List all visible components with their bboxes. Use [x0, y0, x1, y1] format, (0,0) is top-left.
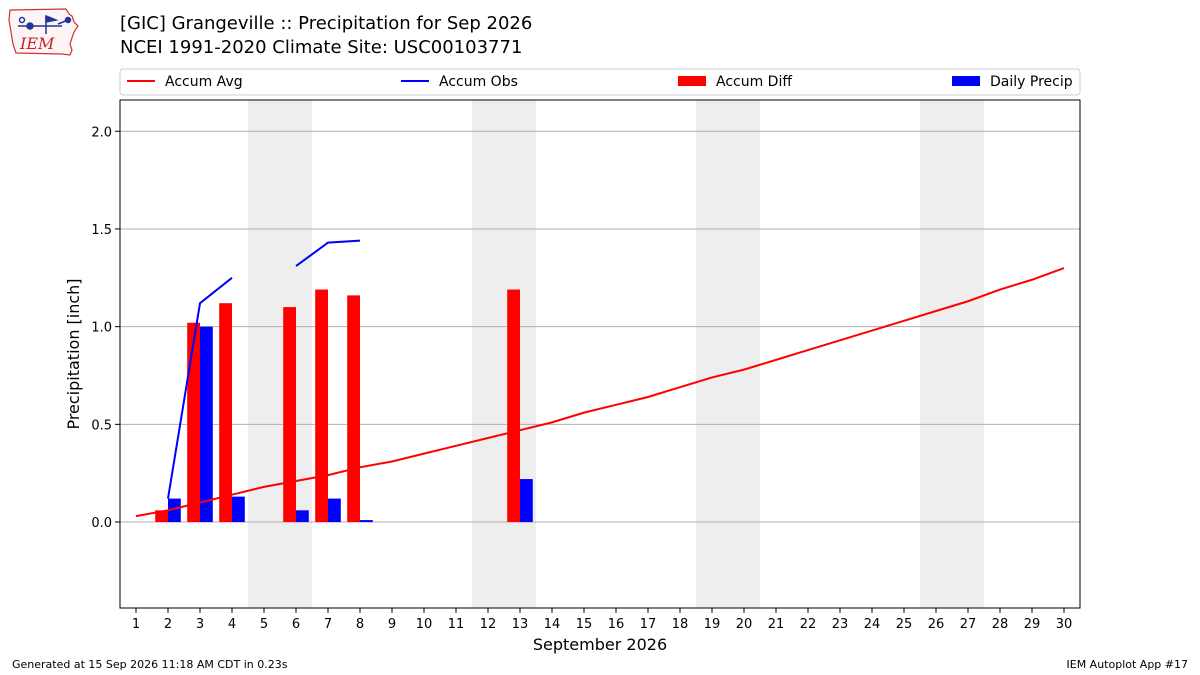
y-tick-label: 1.0	[91, 321, 112, 336]
x-tick-label: 16	[608, 617, 625, 632]
grid-lines	[120, 130, 1080, 523]
x-tick-label: 7	[324, 617, 332, 632]
accum-obs-line	[295, 239, 361, 267]
y-tick-label: 1.5	[91, 223, 112, 238]
x-tick-label: 11	[448, 617, 465, 632]
x-tick-label: 8	[356, 617, 364, 632]
accum-diff-bar	[187, 322, 200, 523]
daily-precip-bar	[296, 510, 309, 523]
x-tick-label: 21	[768, 617, 785, 632]
y-tick-label: 0.0	[91, 516, 112, 531]
y-axis-label: Precipitation [inch]	[64, 278, 83, 429]
weekend-shading	[248, 100, 984, 608]
legend-label: Accum Obs	[439, 74, 518, 90]
x-tick-label: 15	[576, 617, 593, 632]
bars	[155, 289, 533, 523]
x-tick-label: 2	[164, 617, 172, 632]
chart-title: [GIC] Grangeville :: Precipitation for S…	[120, 13, 533, 34]
x-tick-label: 18	[672, 617, 689, 632]
x-axis-label: September 2026	[533, 635, 667, 654]
x-tick-label: 30	[1056, 617, 1073, 632]
daily-precip-bar	[200, 326, 213, 523]
app-label: IEM Autoplot App #17	[1066, 658, 1189, 671]
x-tick-label: 9	[388, 617, 396, 632]
accum-diff-bar	[155, 510, 168, 523]
daily-precip-bar	[360, 520, 373, 523]
x-tick-label: 24	[864, 617, 881, 632]
legend: Accum Avg Accum Obs Accum Diff Daily Precip	[119, 68, 1081, 96]
generated-timestamp: Generated at 15 Sep 2026 11:18 AM CDT in…	[12, 658, 288, 671]
legend-box	[119, 68, 1081, 96]
y-tick-label: 0.5	[91, 418, 112, 433]
accum-obs-line	[167, 277, 233, 499]
weather-station-icon	[18, 14, 72, 34]
x-tick-label: 14	[544, 617, 561, 632]
daily-precip-bar	[232, 496, 245, 523]
x-axis: 1 2 3 4 5 6 7 8 9 10 11 12 13 14 15 16 17 18 19 20 21 22 23 24 2…	[132, 608, 1072, 632]
y-tick-label: 2.0	[91, 125, 112, 140]
y-axis: 0.0 0.5 1.0 1.5 2.0	[91, 125, 120, 531]
x-tick-label: 3	[196, 617, 204, 632]
weekend-band	[696, 100, 760, 608]
legend-label: Daily Precip	[990, 74, 1073, 90]
logo-text: IEM	[19, 34, 55, 53]
weekend-band	[920, 100, 984, 608]
daily-precip-bar	[168, 498, 181, 523]
x-tick-label: 28	[992, 617, 1009, 632]
legend-label: Accum Avg	[165, 74, 243, 90]
weekend-band	[472, 100, 536, 608]
weekend-band	[248, 100, 312, 608]
x-tick-label: 23	[832, 617, 849, 632]
legend-label: Accum Diff	[716, 74, 792, 90]
x-tick-label: 22	[800, 617, 817, 632]
x-tick-label: 27	[960, 617, 977, 632]
iowa-state-outline-icon	[8, 8, 79, 56]
accum-diff-bar	[507, 289, 520, 523]
x-tick-label: 13	[512, 617, 529, 632]
daily-precip-bar	[328, 498, 341, 523]
accum-diff-bar	[283, 307, 296, 523]
x-tick-label: 26	[928, 617, 945, 632]
x-tick-label: 19	[704, 617, 721, 632]
daily-precip-bar	[520, 479, 533, 523]
iem-logo: IEM	[8, 8, 79, 56]
x-tick-label: 5	[260, 617, 268, 632]
accum-diff-bar	[315, 289, 328, 523]
accum-diff-bar	[219, 303, 232, 523]
x-tick-label: 6	[292, 617, 300, 632]
x-tick-label: 12	[480, 617, 497, 632]
plot-frame	[119, 99, 1081, 609]
x-tick-label: 4	[228, 617, 236, 632]
accum-avg-line	[135, 267, 1065, 518]
accum-diff-bar	[347, 295, 360, 523]
x-tick-label: 29	[1024, 617, 1041, 632]
x-tick-label: 20	[736, 617, 753, 632]
legend-swatch-box	[678, 76, 706, 86]
chart-subtitle: NCEI 1991-2020 Climate Site: USC00103771	[120, 37, 523, 58]
x-tick-label: 1	[132, 617, 140, 632]
legend-swatch-box	[952, 76, 980, 86]
x-tick-label: 10	[416, 617, 433, 632]
x-tick-label: 25	[896, 617, 913, 632]
x-tick-label: 17	[640, 617, 657, 632]
lines	[135, 239, 1065, 518]
